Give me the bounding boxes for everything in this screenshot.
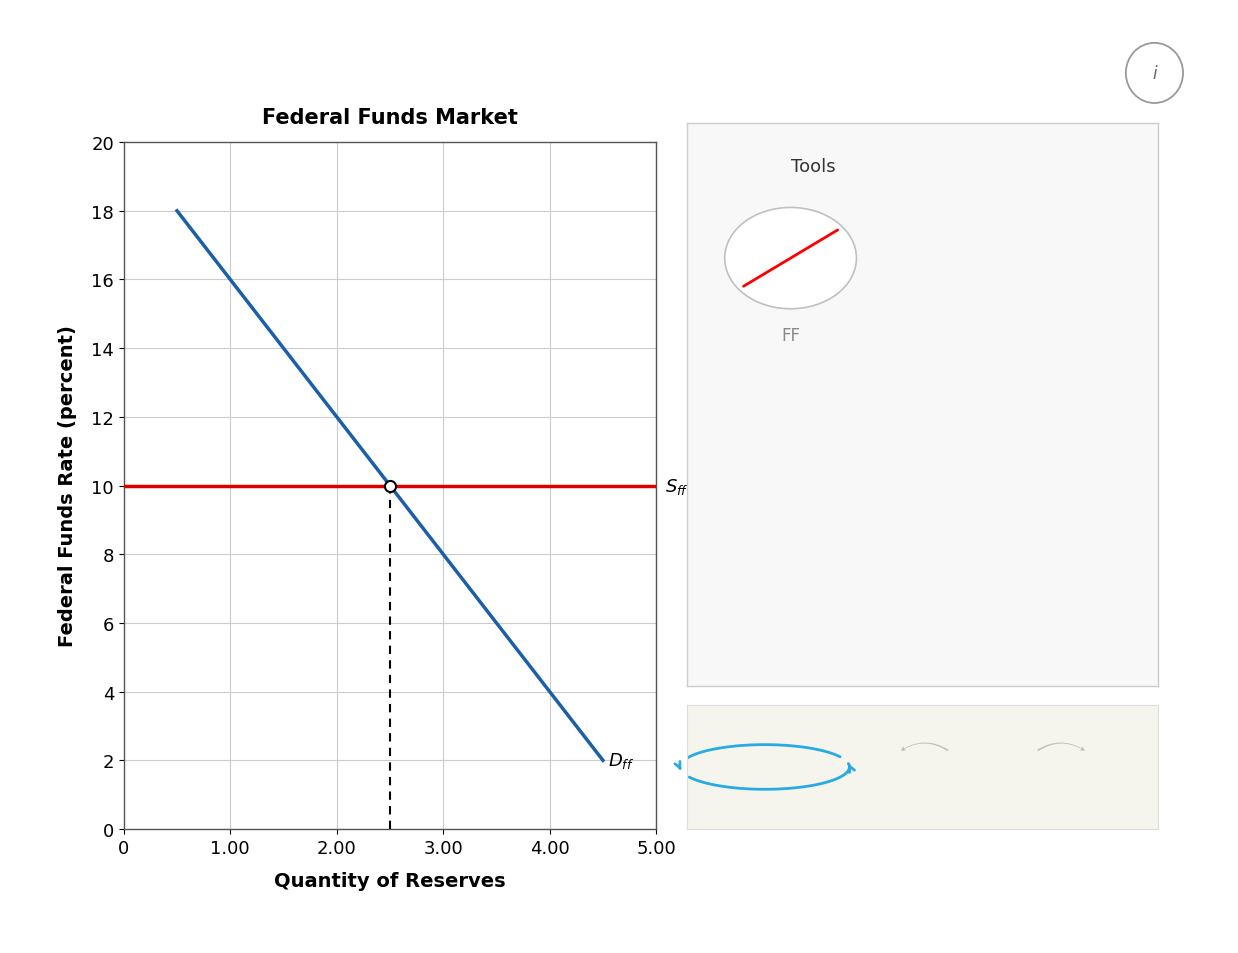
X-axis label: Quantity of Reserves: Quantity of Reserves xyxy=(274,871,506,890)
Y-axis label: Federal Funds Rate (percent): Federal Funds Rate (percent) xyxy=(58,325,77,647)
Text: Tools: Tools xyxy=(791,157,836,175)
Text: $S_{ff}$: $S_{ff}$ xyxy=(665,476,688,496)
Text: i: i xyxy=(1153,65,1156,83)
Circle shape xyxy=(1125,44,1184,104)
Text: FF: FF xyxy=(781,326,800,344)
Text: $D_{ff}$: $D_{ff}$ xyxy=(608,751,635,770)
Ellipse shape xyxy=(724,209,857,310)
Title: Federal Funds Market: Federal Funds Market xyxy=(262,108,517,128)
